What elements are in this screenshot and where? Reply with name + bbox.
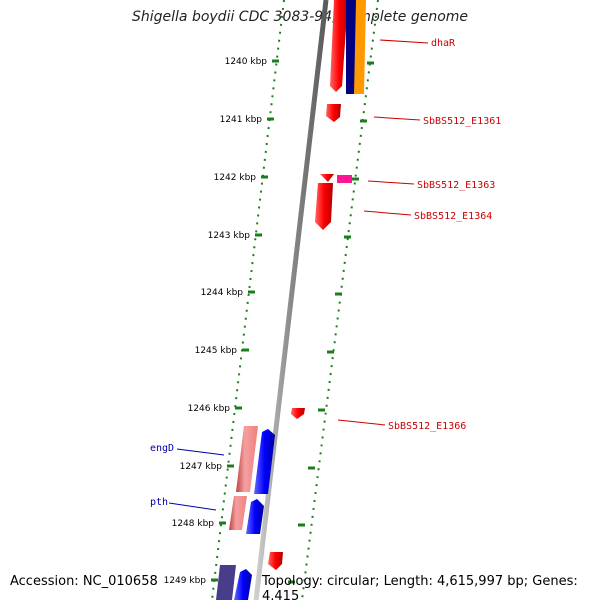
gene-label-engD[interactable]: engD: [150, 443, 174, 454]
gene-label-SbBS512_E1364[interactable]: SbBS512_E1364: [414, 211, 492, 222]
gene-label-SbBS512_E1366[interactable]: SbBS512_E1366: [388, 421, 466, 432]
gene-label-SbBS512_E1361[interactable]: SbBS512_E1361: [423, 116, 501, 127]
axis-tick-label: 1244 kbp: [201, 288, 244, 298]
axis-tick-label: 1247 kbp: [180, 462, 223, 472]
genome-backbone: [253, 0, 329, 600]
gene-feature-pth: [229, 496, 247, 530]
gene-feature-SbBS512_E1363: [337, 175, 352, 183]
axis-tick-label: 1249 kbp: [164, 576, 207, 586]
gene-feature-blue-2: [246, 499, 264, 534]
gene-feature-engD: [236, 426, 258, 492]
gene-feature-dhaR: [330, 0, 348, 92]
gene-feature-SbBS512_E1361: [326, 104, 341, 122]
map-title: Shigella boydii CDC 3083-94, complete ge…: [131, 9, 469, 25]
gene-callout-line: [367, 180, 415, 185]
gene-callout-line: [379, 39, 429, 44]
gene-callout-line: [337, 419, 386, 426]
axis-tick-label: 1243 kbp: [208, 231, 251, 241]
gene-labels: dhaR SbBS512_E1361 SbBS512_E1363 SbBS512_E1…: [150, 38, 501, 511]
axis-tick-label: 1240 kbp: [225, 57, 268, 67]
topology-summary-text: Topology: circular; Length: 4,615,997 bp…: [262, 574, 578, 600]
gene-features: [216, 0, 366, 600]
gene-callout-line: [176, 448, 225, 456]
gene-callout-line: [168, 502, 217, 511]
gene-feature-navy: [346, 0, 356, 94]
gene-feature-blue-3: [234, 569, 252, 600]
gene-label-pth[interactable]: pth: [150, 497, 168, 508]
gene-feature-red-bottom: [268, 552, 283, 570]
axis-tick-label: 1245 kbp: [195, 346, 238, 356]
gene-callout-line: [373, 116, 421, 121]
inner-dotted-track: [211, 0, 285, 600]
axis-tick-label: 1246 kbp: [188, 404, 231, 414]
axis-tick-label: 1248 kbp: [172, 519, 215, 529]
gene-feature-purple: [216, 565, 236, 600]
gene-label-dhaR[interactable]: dhaR: [431, 38, 456, 49]
gene-feature-E1363-small: [320, 174, 334, 182]
gene-feature-SbBS512_E1366: [291, 408, 305, 419]
axis-tick-label: 1241 kbp: [220, 115, 263, 125]
axis-ticks: 1240 kbp 1241 kbp 1242 kbp 1243 kbp 1244 kbp…: [164, 57, 374, 586]
gene-label-SbBS512_E1363[interactable]: SbBS512_E1363: [417, 180, 495, 191]
accession-text: Accession: NC_010658: [10, 574, 158, 589]
gene-feature-blue-1: [254, 429, 275, 494]
axis-tick-label: 1242 kbp: [214, 173, 257, 183]
gene-feature-orange: [354, 0, 366, 94]
gene-feature-SbBS512_E1364: [315, 183, 333, 230]
gene-callout-line: [363, 210, 412, 216]
